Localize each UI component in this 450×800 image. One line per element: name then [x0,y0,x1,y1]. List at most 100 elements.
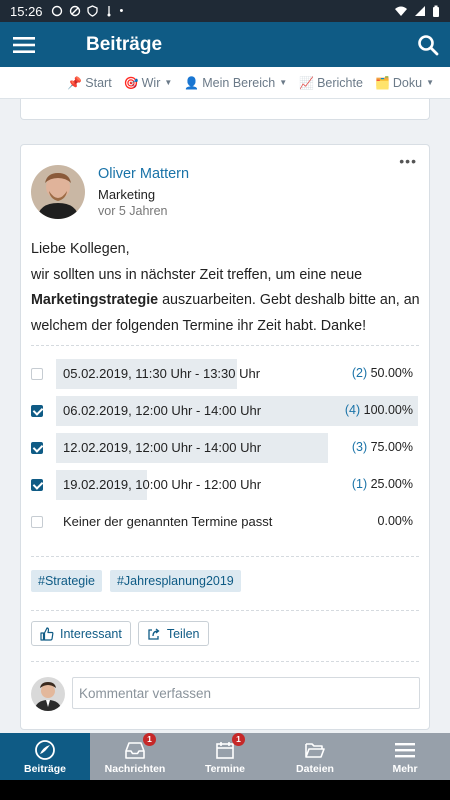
poll-checkbox[interactable] [31,442,43,454]
divider [31,610,419,611]
poll-result-bar [56,433,328,463]
hamburger-icon [13,36,35,53]
poll-result: (4) 100.00% [345,403,413,417]
user-icon: 👤 [184,75,200,90]
post-timestamp: vor 5 Jahren [98,204,168,218]
signal-icon [415,6,425,16]
post-body-paragraph: Marketingstrategie auszuarbeiten. Gebt d… [31,288,426,339]
poll-vote-count: (4) [344,403,361,417]
poll-option[interactable]: 12.02.2019, 12:00 Uhr - 14:00 Uhr (3) 75.… [31,433,419,463]
page-title: Beiträge [86,33,163,55]
bottom-tab-label: Termine [204,762,246,775]
post-actions: Interessant Teilen [31,621,209,646]
poll-percent: 50.00% [370,366,413,380]
poll-option-label: 12.02.2019, 12:00 Uhr - 14:00 Uhr [63,440,262,455]
poll-percent: 0.00% [377,514,413,528]
post-body-greeting: Liebe Kollegen, [31,241,130,257]
calendar-icon: 1 [215,732,245,761]
app-bar: Beiträge [0,22,450,67]
poll-option-label: Keiner der genannten Termine passt [63,514,273,529]
poll-option[interactable]: Keiner der genannten Termine passt 0.00% [31,507,419,537]
post-body: Liebe Kollegen, wir sollten uns in nächs… [31,237,426,339]
caret-down-icon: ▼ [426,78,434,87]
poll-vote-count: (3) [351,440,368,454]
inbox-icon: 1 [124,732,156,761]
post-card: ••• Oliver Mattern Marketing vor 5 Jahre… [20,144,430,730]
top-nav-item-doku[interactable]: 🗂️ Doku ▼ [375,76,434,90]
top-nav-item-wir[interactable]: 🎯 Wir ▼ [124,76,173,90]
author-name[interactable]: Oliver Mattern [98,166,190,182]
poll-option[interactable]: 19.02.2019, 10:00 Uhr - 12:00 Uhr (1) 25.… [31,470,419,500]
top-nav-label: Berichte [317,75,363,90]
tag-list: #Strategie #Jahresplanung2019 [31,570,241,592]
share-label: Teilen [166,626,200,641]
caret-down-icon: ▼ [164,78,173,87]
top-nav-label: Start [85,75,112,90]
divider [31,661,419,662]
post-body-line: wir sollten uns in nächster Zeit treffen… [31,266,363,283]
poll-checkbox[interactable] [31,368,43,380]
top-nav-label: Mein Bereich [202,75,276,90]
hashtag[interactable]: #Strategie [31,570,102,592]
notification-badge: 1 [232,732,245,746]
poll-vote-count: (2) [351,366,368,380]
dot-icon: • [119,5,124,17]
more-options-button[interactable]: ••• [399,153,417,169]
poll-result: (1) 25.00% [352,477,413,491]
poll-result-bar [56,396,418,426]
poll-option-label: 05.02.2019, 11:30 Uhr - 13:30 Uhr [63,366,261,381]
bottom-tab-beitraege[interactable]: Beiträge [0,733,90,780]
poll-result: (2) 50.00% [352,366,413,380]
hamburger-menu-button[interactable] [2,22,46,67]
top-nav-item-mein-bereich[interactable]: 👤 Mein Bereich ▼ [184,76,287,90]
author-avatar[interactable] [31,165,85,219]
status-time: 15:26 [10,3,43,19]
usb-icon [107,6,111,17]
divider [31,345,419,346]
bottom-tab-termine[interactable]: 1 Termine [180,732,270,780]
poll-percent: 25.00% [370,477,413,491]
notification-badge: 1 [143,732,156,746]
bottom-tab-dateien[interactable]: Dateien [270,733,360,780]
like-button[interactable]: Interessant [31,621,131,646]
poll-option[interactable]: 05.02.2019, 11:30 Uhr - 13:30 Uhr (2) 50.… [31,359,419,389]
previous-post-card [20,99,430,120]
search-button[interactable] [406,22,450,67]
poll-checkbox[interactable] [31,479,43,491]
poll-result-bar [56,470,147,500]
poll-result: 0.00% [378,514,413,528]
bottom-nav: Beiträge 1 Nachrichten 1 Termine Dateien Mehr [0,732,450,780]
target-icon: 🎯 [123,75,139,90]
bottom-tab-label: Nachrichten [104,762,166,775]
pin-icon: 📌 [67,75,83,90]
folder-icon: 🗂️ [374,75,390,90]
post-body-bold: Marketingstrategie [31,292,159,308]
chart-icon: 📈 [299,75,315,90]
poll-percent: 75.00% [370,440,413,454]
folder-open-icon [304,739,326,761]
poll-option[interactable]: 06.02.2019, 12:00 Uhr - 14:00 Uhr (4) 100… [31,396,419,426]
top-nav: 📌 Start 🎯 Wir ▼ 👤 Mein Bereich ▼ 📈 Berichte 🗂️ Doku… [0,67,450,99]
poll-checkbox[interactable] [31,405,43,417]
author-department: Marketing [98,187,156,202]
poll-option-label: 06.02.2019, 12:00 Uhr - 14:00 Uhr [63,403,262,418]
bottom-tab-label: Mehr [392,762,418,775]
top-nav-item-berichte[interactable]: 📈 Berichte [299,76,363,90]
poll-percent: 100.00% [363,403,413,417]
share-button[interactable]: Teilen [137,621,209,646]
like-label: Interessant [60,626,122,641]
share-icon [148,627,160,640]
comment-input[interactable] [72,677,420,709]
caret-down-icon: ▼ [279,78,288,87]
bottom-tab-mehr[interactable]: Mehr [360,733,450,780]
poll-result-bar [56,359,237,389]
bottom-tab-nachrichten[interactable]: 1 Nachrichten [90,732,180,780]
poll-checkbox[interactable] [31,516,43,528]
top-nav-item-start[interactable]: 📌 Start [67,76,111,90]
shield-icon [86,5,98,17]
battery-icon [433,5,439,17]
posts-icon [34,739,56,761]
hashtag[interactable]: #Jahresplanung2019 [109,570,241,592]
poll-vote-count: (1) [351,477,368,491]
poll-result: (3) 75.00% [352,440,413,454]
